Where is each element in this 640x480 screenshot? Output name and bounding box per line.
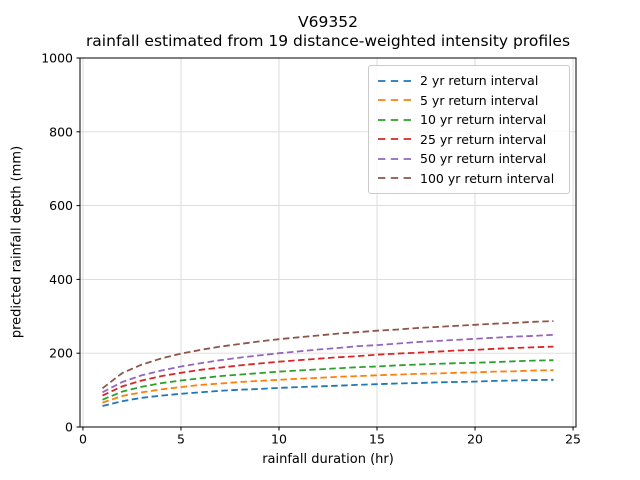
legend-label: 10 yr return interval [420,112,547,128]
legend-line-sample [378,177,411,180]
chart-title: V69352 rainfall estimated from 19 distan… [80,13,576,50]
legend-label: 50 yr return interval [420,151,547,167]
legend-entry-50-yr-return-interval: 50 yr return interval [378,149,560,169]
legend: 2 yr return interval 5 yr return interval… [368,65,570,194]
legend-line-sample [378,157,411,160]
legend-label: 5 yr return interval [420,92,539,108]
x-tick-label: 5 [177,432,185,447]
series-line-2-yr-return-interval [102,378,554,407]
series-line-50-yr-return-interval [102,333,554,394]
legend-entry-25-yr-return-interval: 25 yr return interval [378,130,560,150]
legend-line-sample [378,99,411,102]
legend-line-sample [378,118,411,121]
series-line-25-yr-return-interval [102,345,554,397]
series-line-100-yr-return-interval [101,320,554,390]
legend-entry-10-yr-return-interval: 10 yr return interval [378,110,560,130]
legend-entry-5-yr-return-interval: 5 yr return interval [378,91,560,111]
x-tick-label: 0 [79,432,87,447]
x-tick-label: 20 [467,432,483,447]
y-tick-label: 200 [49,346,73,361]
chart-title-line1: V69352 [298,13,358,31]
legend-line-sample [378,138,411,141]
x-tick-label: 15 [369,432,385,447]
legend-line-sample [378,79,411,82]
y-tick-label: 600 [49,198,73,213]
y-tick-label: 0 [65,420,73,435]
y-tick-label: 1000 [41,51,73,66]
legend-entry-100-yr-return-interval: 100 yr return interval [378,169,560,189]
x-tick-label: 10 [271,432,287,447]
chart-title-line2: rainfall estimated from 19 distance-weig… [85,31,571,50]
x-axis-label: rainfall duration (hr) [262,452,394,467]
legend-entry-2-yr-return-interval: 2 yr return interval [378,71,560,91]
series-line-10-yr-return-interval [102,359,554,401]
y-axis-label: predicted rainfall depth (mm) [9,145,25,339]
y-tick-label: 400 [49,272,73,287]
legend-label: 25 yr return interval [420,131,547,147]
y-tick-label: 800 [49,124,73,139]
legend-label: 2 yr return interval [420,73,539,89]
plot-border [79,57,577,428]
legend-label: 100 yr return interval [420,170,555,186]
x-tick-label: 25 [565,432,581,447]
